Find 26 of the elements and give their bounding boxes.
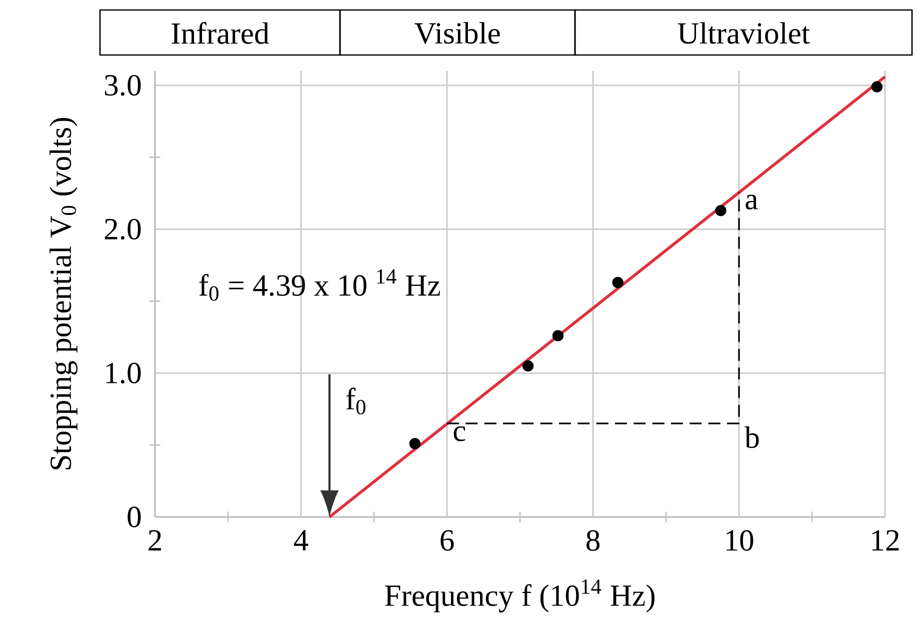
- y-tick-label: 0: [128, 506, 141, 528]
- text: Ultraviolet: [678, 22, 810, 44]
- x-tick-label: 4: [294, 530, 308, 550]
- text: Visible: [414, 22, 500, 44]
- text: Infrared: [172, 22, 270, 44]
- x-tick-label: 8: [586, 530, 600, 551]
- point: [522, 360, 534, 372]
- annotation: f$_{0}$: [346, 388, 366, 414]
- annotation: a: [746, 194, 758, 210]
- point: [871, 81, 883, 92]
- y-tick-label: 2.0: [104, 218, 141, 240]
- x-tick-label: 12: [872, 530, 899, 550]
- y-axis-title: Stopping potential V$_{0}$ (volts): [50, 118, 78, 470]
- annotation: f$_{0}$ = 4.39 x 10 $^{14}$ Hz: [199, 269, 440, 301]
- point: [715, 204, 726, 216]
- x-tick-label: 6: [440, 530, 454, 551]
- point: [612, 276, 624, 288]
- point: [409, 438, 420, 450]
- x-tick-label: 10: [726, 530, 754, 551]
- point: [552, 330, 564, 342]
- x-axis-title: Frequency f (10$^{14}$ Hz): [385, 580, 654, 612]
- y-tick-label: 1.0: [106, 362, 141, 384]
- annotation: c: [454, 426, 466, 442]
- x-tick-label: 2: [148, 530, 161, 550]
- annotation: b: [744, 426, 759, 448]
- y-tick-label: 3.0: [104, 74, 141, 96]
